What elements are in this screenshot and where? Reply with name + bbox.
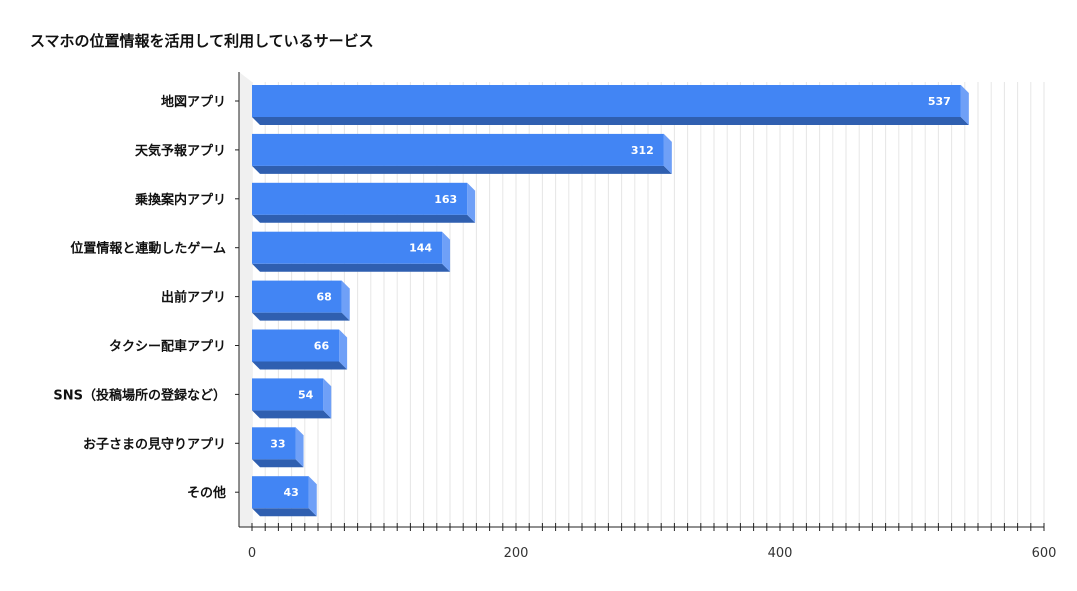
bar — [252, 85, 961, 117]
data-label: 33 — [270, 437, 285, 450]
bar — [252, 133, 664, 166]
category-label: お子さまの見守りアプリ — [83, 436, 226, 452]
bar-side-face — [339, 329, 348, 370]
bar-bottom-face — [252, 214, 476, 223]
data-label: 144 — [409, 242, 432, 255]
bar — [252, 329, 340, 362]
data-label: 54 — [298, 388, 314, 401]
bar-side-face — [341, 280, 350, 321]
bar-bottom-face — [252, 361, 348, 370]
bar — [252, 476, 309, 509]
bar-bottom-face — [252, 312, 350, 321]
data-label: 43 — [283, 486, 298, 499]
bar — [252, 378, 324, 411]
bar — [252, 427, 296, 460]
data-label: 312 — [631, 144, 654, 157]
category-label: その他 — [187, 485, 226, 501]
bar-bottom-face — [252, 410, 332, 419]
bar-side-face — [663, 133, 672, 174]
bar-bottom-face — [252, 165, 672, 174]
bar-side-face — [323, 378, 332, 419]
bar-bottom-face — [252, 263, 451, 272]
bar-bottom-face — [252, 117, 969, 125]
chart-wall — [239, 72, 252, 527]
chart-title: スマホの位置情報を活用して利用しているサービス — [30, 32, 374, 50]
category-label: SNS（投稿場所の登録など） — [53, 387, 226, 403]
x-tick-label: 200 — [504, 546, 529, 561]
category-label: 位置情報と連動したゲーム — [70, 241, 226, 257]
bar-side-face — [467, 182, 476, 223]
bar-side-face — [308, 476, 317, 517]
category-label: 天気予報アプリ — [135, 143, 226, 159]
bar-bottom-face — [252, 508, 317, 517]
category-label: 地図アプリ — [161, 94, 226, 110]
bar-bottom-face — [252, 459, 304, 468]
data-label: 66 — [314, 340, 330, 353]
bar-side-face — [960, 85, 969, 125]
bar — [252, 280, 342, 313]
x-tick-label: 0 — [248, 546, 256, 561]
bar — [252, 182, 468, 215]
bar-side-face — [295, 427, 304, 468]
data-label: 163 — [434, 193, 457, 206]
x-tick-label: 600 — [1032, 546, 1057, 561]
bar — [252, 231, 443, 264]
data-label: 537 — [928, 95, 951, 108]
x-tick-label: 400 — [768, 546, 793, 561]
category-label: 出前アプリ — [161, 290, 226, 306]
bar-side-face — [442, 231, 451, 272]
data-label: 68 — [316, 291, 331, 304]
category-label: タクシー配車アプリ — [109, 339, 226, 355]
category-label: 乗換案内アプリ — [134, 192, 226, 208]
